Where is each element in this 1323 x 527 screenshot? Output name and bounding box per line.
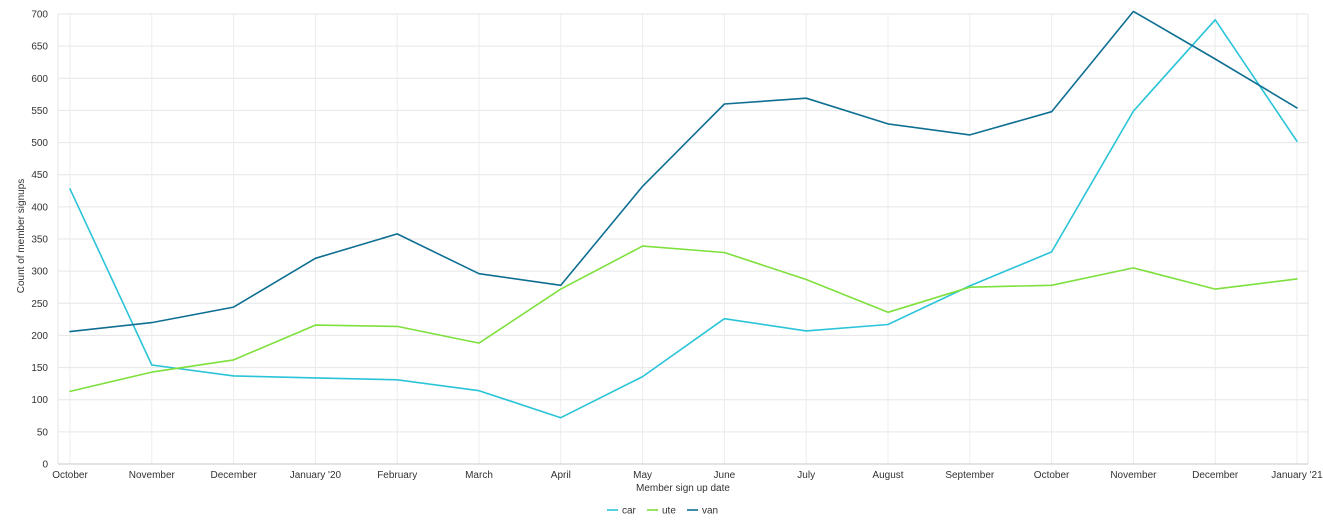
legend-item-car: car: [607, 506, 637, 517]
x-tick-label: March: [465, 470, 493, 481]
y-tick-label: 450: [31, 170, 48, 181]
x-tick-label: December: [211, 470, 258, 481]
y-tick-label: 650: [31, 42, 48, 53]
y-tick-label: 400: [31, 202, 48, 213]
y-tick-label: 350: [31, 235, 48, 246]
legend-label-van: van: [702, 506, 718, 517]
grid-layer: [57, 13, 1309, 465]
x-tick-label: July: [797, 470, 815, 481]
y-axis: 0 50 100 150 200 250 300 350 400 450 500 550 600 650 7…: [31, 10, 48, 471]
x-tick-label: June: [714, 470, 736, 481]
x-tick-label: August: [872, 470, 903, 481]
x-axis-title: Member sign up date: [636, 483, 730, 494]
x-tick-label: February: [377, 470, 417, 481]
y-tick-label: 50: [37, 427, 49, 438]
x-tick-label: October: [1034, 470, 1070, 481]
y-tick-label: 200: [31, 331, 48, 342]
y-tick-label: 100: [31, 395, 48, 406]
y-tick-label: 550: [31, 106, 48, 117]
x-tick-label: April: [551, 470, 571, 481]
y-tick-label: 150: [31, 363, 48, 374]
legend-label-car: car: [622, 506, 637, 517]
y-tick-label: 500: [31, 138, 48, 149]
legend-item-ute: ute: [647, 506, 676, 517]
x-tick-label: September: [945, 470, 995, 481]
y-axis-title: Count of member signups: [16, 179, 27, 294]
legend-label-ute: ute: [662, 506, 676, 517]
legend-item-van: van: [687, 506, 718, 517]
series-line-ute: [69, 245, 1298, 393]
series-layer: [69, 10, 1298, 419]
y-tick-label: 300: [31, 267, 48, 278]
series-line-van: [69, 10, 1298, 333]
x-tick-label: October: [52, 470, 88, 481]
y-tick-label: 0: [42, 460, 48, 471]
y-tick-label: 600: [31, 74, 48, 85]
x-tick-label: January '20: [290, 470, 342, 481]
x-tick-label: November: [1110, 470, 1157, 481]
x-tick-label: December: [1192, 470, 1239, 481]
legend: car ute van: [607, 506, 718, 517]
y-tick-label: 250: [31, 299, 48, 310]
x-tick-label: May: [633, 470, 652, 481]
y-tick-label: 700: [31, 10, 48, 21]
x-tick-label: January '21: [1271, 470, 1323, 481]
series-line-car: [69, 18, 1298, 419]
x-axis: October November December January '20 Februa…: [52, 463, 1323, 481]
x-tick-label: November: [129, 470, 176, 481]
